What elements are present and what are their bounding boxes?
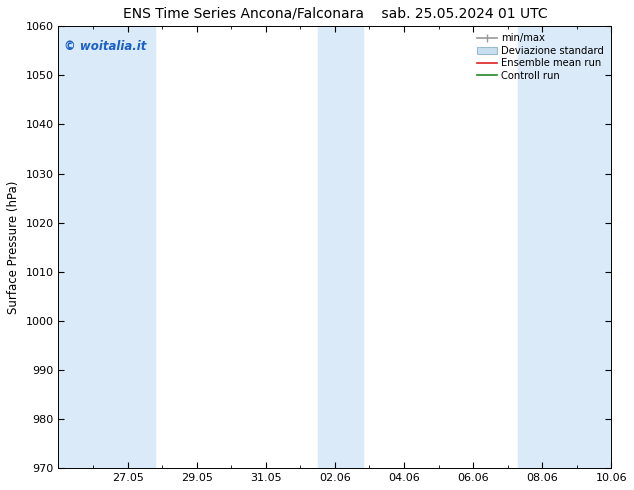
Bar [518, 26, 611, 468]
Y-axis label: Surface Pressure (hPa): Surface Pressure (hPa) [7, 180, 20, 314]
Bar [110, 26, 155, 468]
Bar [318, 26, 363, 468]
Title: ENS Time Series Ancona/Falconara    sab. 25.05.2024 01 UTC: ENS Time Series Ancona/Falconara sab. 25… [122, 7, 547, 21]
Legend: min/max, Deviazione standard, Ensemble mean run, Controll run: min/max, Deviazione standard, Ensemble m… [476, 31, 606, 83]
Bar [58, 26, 110, 468]
Text: © woitalia.it: © woitalia.it [64, 40, 146, 52]
